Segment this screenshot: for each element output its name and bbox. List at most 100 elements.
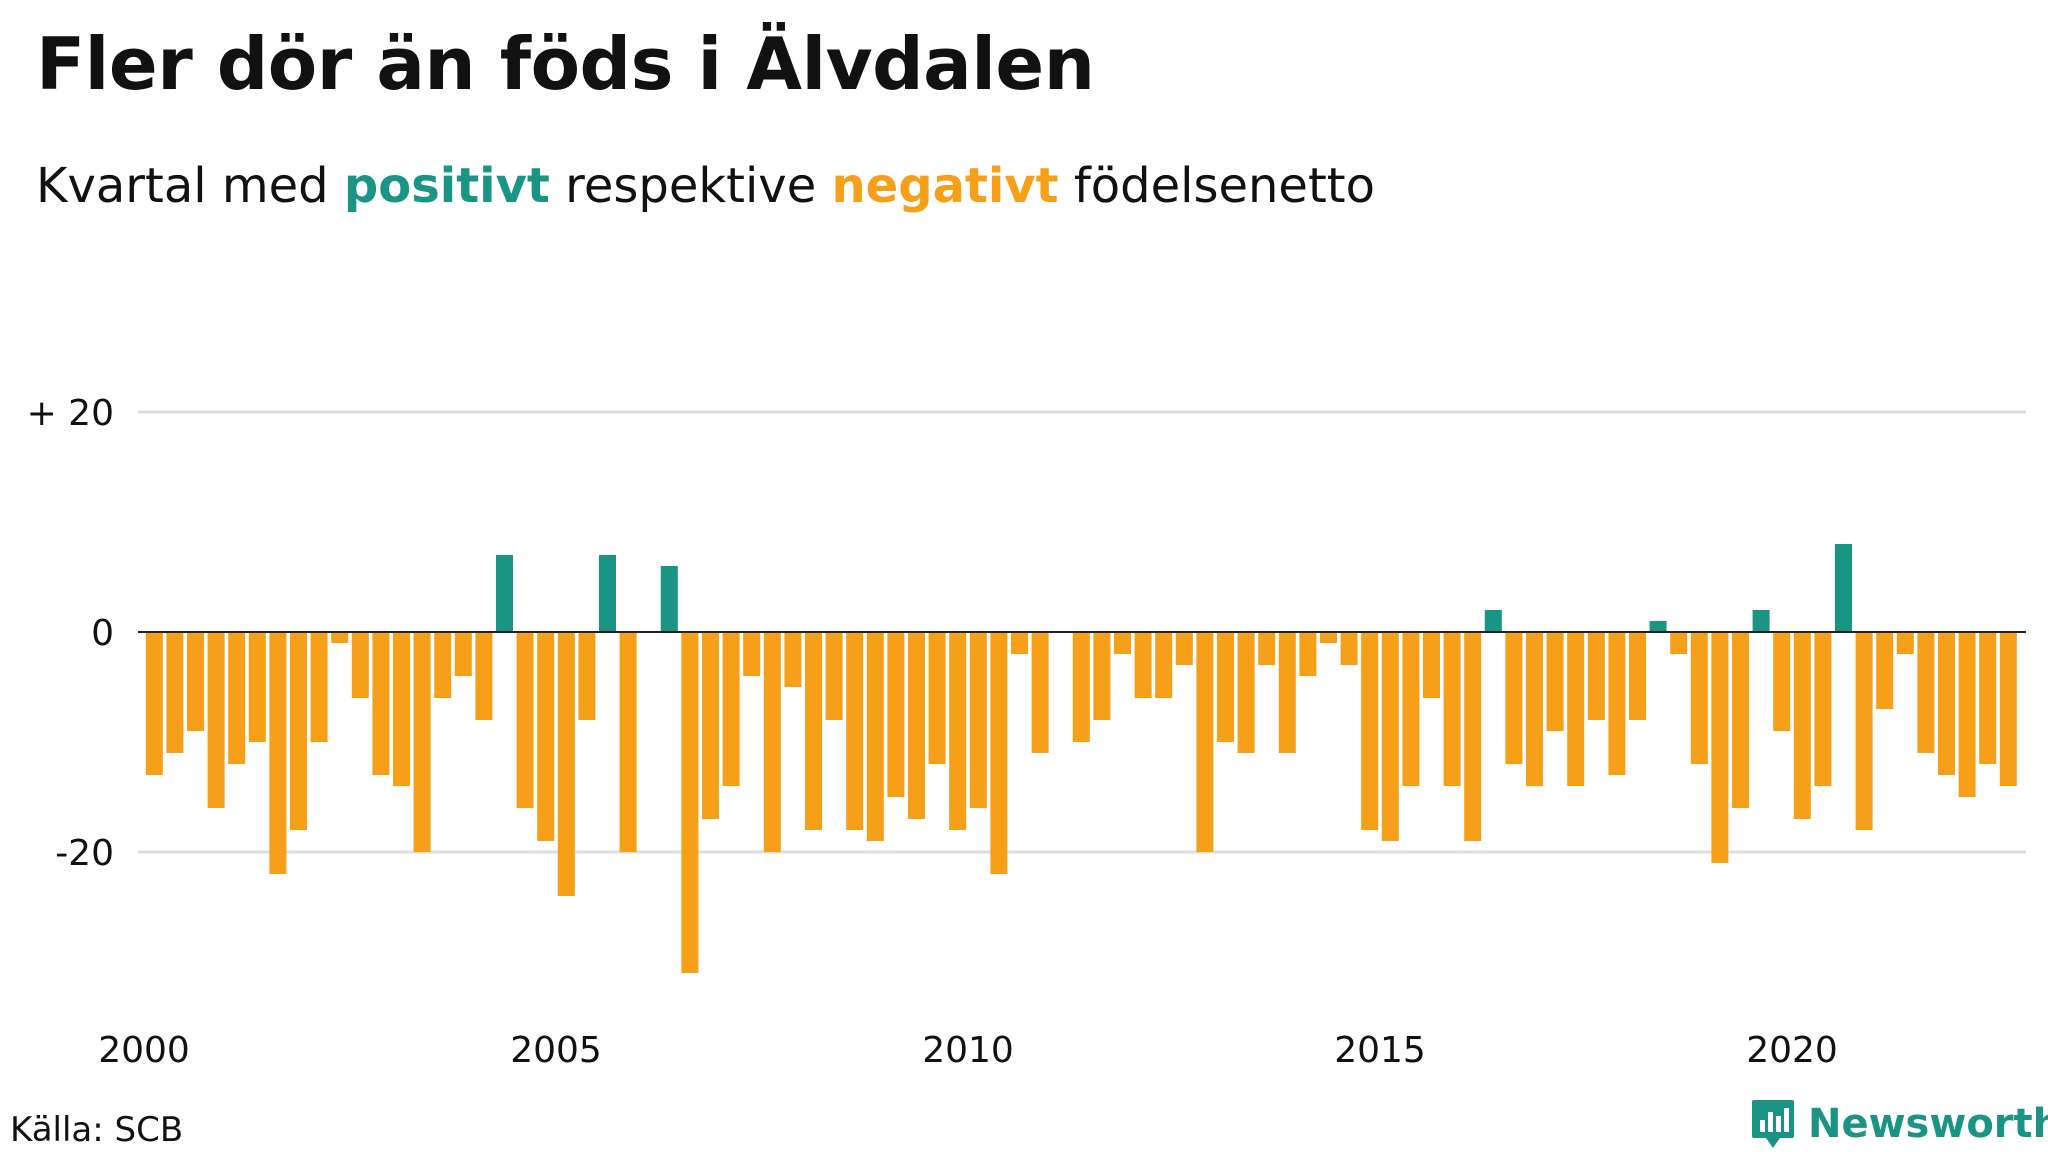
y-tick-label: + 20 [27,393,114,434]
bar [866,632,884,841]
bar [1484,610,1502,632]
bar [743,632,761,676]
bar [1011,632,1028,654]
bar [187,632,204,731]
bar [557,632,575,896]
bar [1917,632,1935,753]
bar [351,632,369,698]
bar [1670,632,1688,654]
bar [825,632,843,720]
bar [413,632,431,852]
bar [1464,632,1482,841]
bar [434,632,452,698]
bar [393,632,410,786]
bar [1299,632,1317,676]
newsworthy-logo-icon [1752,1100,1794,1148]
bar [969,632,987,808]
source-note: Källa: SCB [10,1110,184,1150]
subtitle-text-middle: respektive [549,158,832,214]
bar [1773,632,1791,731]
bar [1155,632,1173,698]
bar [1855,632,1873,830]
chart-title: Fler dör än föds i Älvdalen [36,22,1095,106]
bar [681,632,699,973]
bar [846,632,864,830]
bar [1938,632,1955,775]
bar [722,632,740,786]
bar [496,555,513,632]
bar [1979,632,1997,764]
bar [1175,632,1193,665]
bar [1237,632,1255,753]
chart-subtitle: Kvartal med positivt respektive negativt… [36,158,1375,214]
bar [1526,632,1543,786]
bar [145,632,163,775]
bar [1217,632,1234,742]
y-tick-label: 0 [91,613,114,654]
bar [1423,632,1440,698]
bar [702,632,719,819]
brand-name: Newsworthy [1808,1101,2048,1147]
x-tick-label: 2005 [510,1030,602,1071]
brand-logo: Newsworthy [1750,1098,2048,1150]
bar [805,632,822,830]
bar [1278,632,1296,753]
bar [908,632,925,819]
subtitle-text-end: födelsenetto [1058,158,1375,214]
bar [1361,632,1379,830]
bar [1093,632,1111,720]
bar [1134,632,1152,698]
bar [1443,632,1461,786]
bar [1835,544,1852,632]
bar [763,632,781,852]
bar [228,632,246,764]
bar [990,632,1008,874]
x-tick-label: 2010 [922,1030,1014,1071]
bar [1196,632,1214,852]
bar [1567,632,1585,786]
subtitle-text-start: Kvartal med [36,158,344,214]
bar [1072,632,1090,742]
bar [1958,632,1976,797]
bar [1690,632,1708,764]
bar [949,632,967,830]
bar [1711,632,1729,863]
subtitle-positive-label: positivt [343,158,550,214]
bar [1114,632,1131,654]
bar [516,632,534,808]
y-tick-label: -20 [55,833,114,874]
bar [599,555,616,632]
bar [537,632,555,841]
subtitle-negative-label: negativt [831,158,1059,214]
bar [310,632,328,742]
bar [1031,632,1049,753]
bar [1876,632,1894,709]
bar [1546,632,1564,731]
bar [1752,610,1770,632]
bar [1587,632,1605,720]
bar [784,632,802,687]
bar [578,632,596,720]
x-tick-label: 2020 [1746,1030,1838,1071]
bar [1814,632,1832,786]
bar [1340,632,1358,665]
bar [372,632,390,775]
bar [1402,632,1420,786]
x-tick-label: 2000 [98,1030,190,1071]
bar [1999,632,2017,786]
bar [619,632,637,852]
bar [1381,632,1399,841]
bar [1793,632,1811,819]
bar [1258,632,1276,665]
bar [660,566,678,632]
bar [1896,632,1914,654]
bar [475,632,493,720]
bar [290,632,307,830]
bar [269,632,287,874]
bar [248,632,266,742]
bar [1649,621,1667,632]
bar [928,632,946,764]
bar [887,632,905,797]
bar [1608,632,1626,775]
